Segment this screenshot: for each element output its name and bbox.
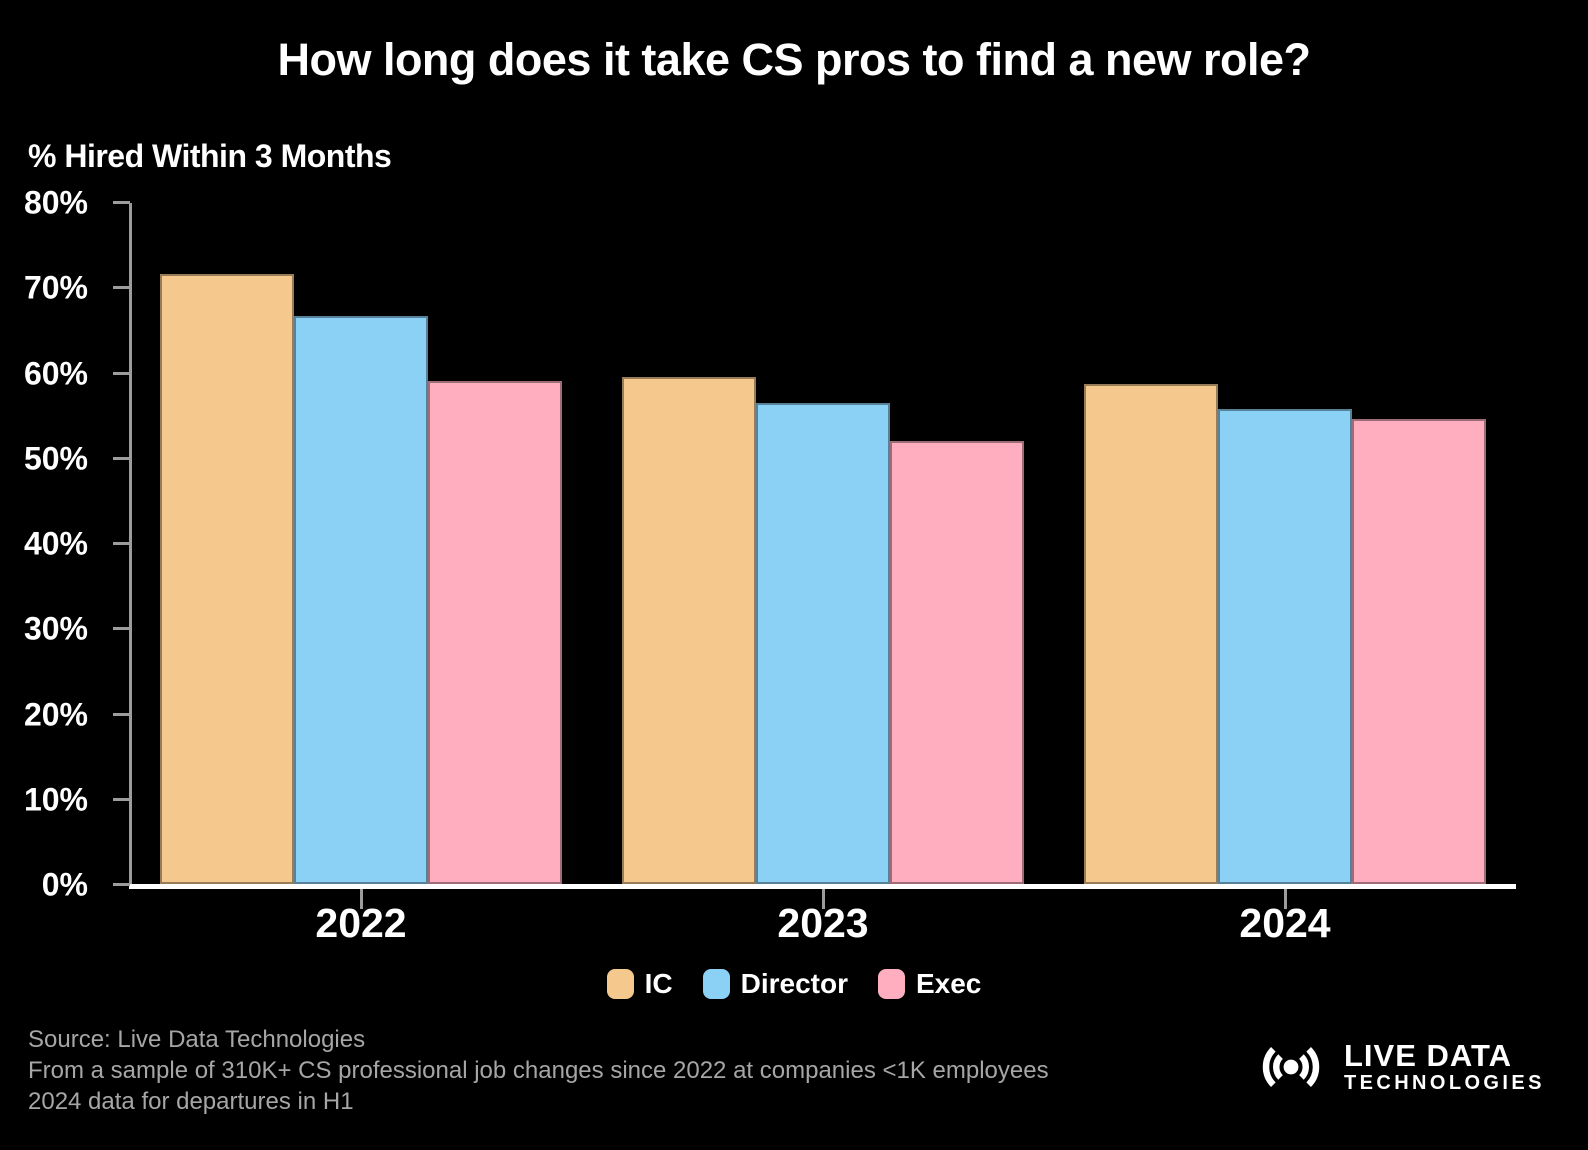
footer-sample-line: From a sample of 310K+ CS professional j… bbox=[28, 1057, 1049, 1084]
logo-name: LIVE DATA bbox=[1344, 1037, 1513, 1073]
radio-waves-icon bbox=[1262, 1047, 1320, 1087]
bar-exec-2023 bbox=[890, 440, 1024, 884]
legend-label-director: Director bbox=[740, 968, 848, 999]
y-axis-tick-label: 10% bbox=[23, 781, 88, 818]
legend-item-exec: Exec bbox=[877, 968, 982, 1000]
y-axis-tick-label: 30% bbox=[23, 610, 88, 647]
bar-director-2023 bbox=[756, 403, 890, 884]
y-axis-tick-label: 50% bbox=[23, 440, 88, 477]
y-axis-tick-label: 40% bbox=[23, 525, 88, 562]
footer: Source: Live Data Technologies From a sa… bbox=[28, 1024, 1049, 1117]
y-axis-tick bbox=[113, 456, 130, 460]
y-axis-tick bbox=[113, 201, 130, 204]
y-axis-title: % Hired Within 3 Months bbox=[28, 138, 392, 174]
legend-label-ic: IC bbox=[644, 968, 673, 999]
y-axis-tick bbox=[113, 371, 130, 375]
x-axis-tick bbox=[1284, 889, 1287, 909]
footer-note-line: 2024 data for departures in H1 bbox=[28, 1088, 354, 1115]
y-axis-tick bbox=[113, 542, 130, 545]
logo-wordmark: LIVE DATA TECHNOLOGIES bbox=[1344, 1040, 1545, 1095]
y-axis-tick bbox=[113, 712, 130, 716]
legend-swatch-director bbox=[702, 969, 730, 999]
y-axis-tick-label: 20% bbox=[23, 696, 88, 732]
y-axis-tick bbox=[113, 883, 130, 886]
logo: LIVE DATA TECHNOLOGIES bbox=[1254, 1038, 1545, 1096]
bar-ic-2023 bbox=[622, 376, 756, 884]
y-axis-tick-label: 80% bbox=[23, 184, 88, 221]
legend-item-ic: IC bbox=[606, 968, 673, 1000]
logo-subname: TECHNOLOGIES bbox=[1344, 1071, 1545, 1094]
bar-ic-2022 bbox=[160, 274, 294, 884]
x-axis-tick-label: 2024 bbox=[1239, 900, 1331, 946]
bar-director-2024 bbox=[1218, 409, 1352, 884]
x-axis-tick bbox=[822, 889, 825, 909]
x-axis-tick-label: 2023 bbox=[777, 900, 869, 946]
x-axis-tick bbox=[360, 889, 363, 909]
y-axis-tick bbox=[113, 627, 130, 631]
bar-director-2022 bbox=[294, 316, 428, 884]
bar-ic-2024 bbox=[1084, 383, 1218, 884]
y-axis-tick-label: 60% bbox=[23, 355, 88, 391]
y-axis-tick-label: 70% bbox=[23, 269, 88, 306]
x-axis-tick-label: 2022 bbox=[315, 900, 407, 946]
y-axis-tick bbox=[113, 286, 130, 290]
legend-swatch-ic bbox=[606, 969, 634, 999]
y-axis-line bbox=[129, 203, 132, 885]
bar-exec-2024 bbox=[1352, 419, 1486, 884]
footer-source-line: Source: Live Data Technologies bbox=[28, 1026, 366, 1053]
y-axis-tick bbox=[113, 797, 130, 801]
legend: IC Director Exec bbox=[0, 968, 1588, 1000]
y-axis-tick-label: 0% bbox=[41, 866, 88, 903]
bar-exec-2022 bbox=[428, 381, 562, 884]
x-axis-line bbox=[129, 884, 1516, 889]
legend-label-exec: Exec bbox=[915, 968, 982, 999]
chart-title: How long does it take CS pros to find a … bbox=[277, 34, 1311, 85]
legend-item-director: Director bbox=[702, 968, 848, 1000]
legend-swatch-exec bbox=[877, 969, 905, 999]
